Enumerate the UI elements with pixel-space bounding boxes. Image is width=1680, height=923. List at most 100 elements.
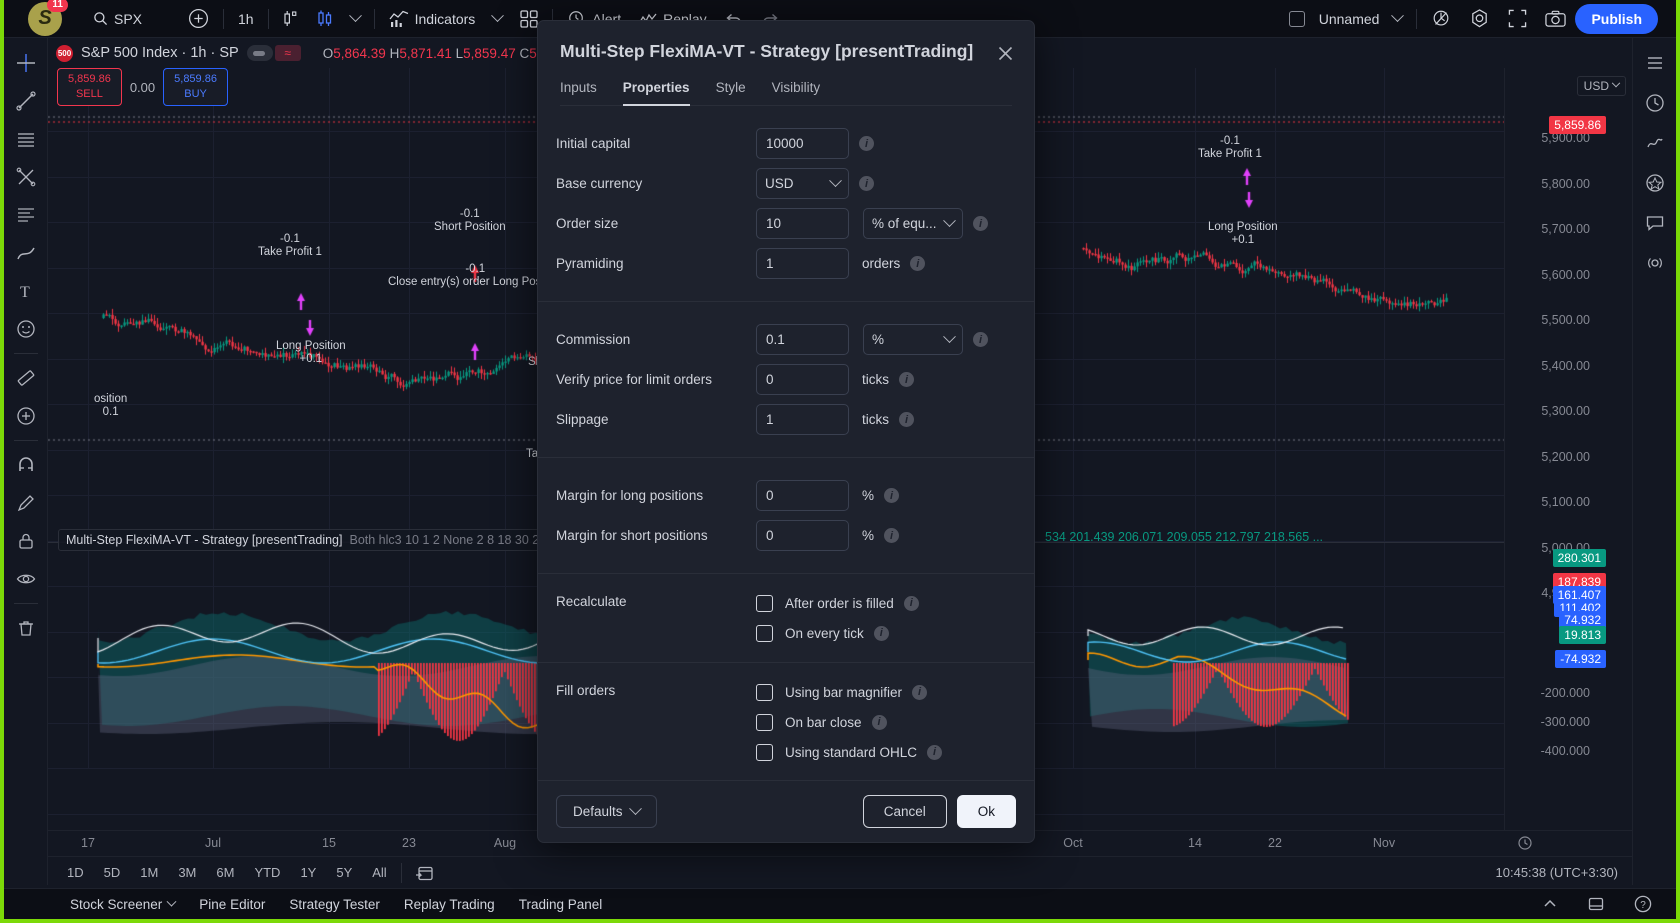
info-icon[interactable]: i [871, 714, 887, 730]
fill-orders-option[interactable]: Using standard OHLC i [756, 737, 943, 767]
bottom-item-strategy-tester[interactable]: Strategy Tester [279, 893, 390, 916]
info-icon[interactable]: i [973, 216, 988, 231]
info-icon[interactable]: i [899, 372, 914, 387]
sync-icon[interactable]: ≈ [274, 45, 301, 61]
info-icon[interactable]: i [873, 625, 889, 641]
timeframe-ytd[interactable]: YTD [254, 865, 281, 880]
horizontal-lines-tool[interactable] [9, 122, 43, 156]
trend-line-tool[interactable] [9, 84, 43, 118]
collapse-panel-button[interactable] [1532, 892, 1568, 916]
dialog-tab-visibility[interactable]: Visibility [771, 80, 821, 95]
sell-button[interactable]: 5,859.86 SELL [57, 68, 122, 106]
hide-drawings-tool[interactable] [9, 562, 43, 596]
currency-selector[interactable]: USD [1576, 76, 1626, 96]
pyramiding-input[interactable] [756, 248, 849, 279]
margin-long-input[interactable] [756, 480, 849, 511]
order-size-unit-select[interactable]: % of equ... [863, 208, 963, 239]
initial-capital-input[interactable] [756, 128, 849, 159]
info-icon[interactable]: i [910, 256, 926, 271]
snapshot-button[interactable] [1536, 4, 1575, 34]
info-icon[interactable]: i [884, 528, 900, 543]
symbol-search[interactable]: SPX [84, 4, 151, 34]
recalculate-option[interactable]: After order is filled i [756, 588, 919, 618]
info-icon[interactable]: i [899, 412, 914, 427]
buy-button[interactable]: 5,859.86 BUY [163, 68, 228, 106]
timeframe-all[interactable]: All [372, 865, 387, 880]
magnet-tool[interactable] [9, 448, 43, 482]
chat-button[interactable] [1638, 206, 1672, 240]
measure-tool[interactable] [9, 361, 43, 395]
margin-short-input[interactable] [756, 520, 849, 551]
cancel-button[interactable]: Cancel [862, 795, 947, 829]
bottom-item-trading-panel[interactable]: Trading Panel [509, 893, 613, 916]
panel-layout-button[interactable] [1578, 892, 1614, 916]
info-icon[interactable]: i [859, 136, 874, 151]
text-tool[interactable]: T [9, 274, 43, 308]
indicators-dropdown[interactable] [484, 4, 511, 34]
close-icon[interactable] [992, 40, 1018, 66]
symbol-title[interactable]: S&P 500 Index · 1h · SP [81, 45, 239, 61]
price-axis[interactable]: USD 5,900.00 5,800.00 5,700.00 5,600.00 5,50… [1504, 68, 1632, 830]
indicators-button[interactable]: Indicators [380, 4, 485, 34]
data-window-button[interactable] [1638, 126, 1672, 160]
dialog-tab-inputs[interactable]: Inputs [560, 80, 597, 95]
timeframe-5y[interactable]: 5Y [336, 865, 353, 880]
drawing-mode-tool[interactable] [9, 486, 43, 520]
fullscreen-button[interactable] [1499, 4, 1536, 34]
ideas-stream-button[interactable] [1638, 246, 1672, 280]
add-symbol-button[interactable] [179, 4, 218, 34]
interval-button[interactable]: 1h [229, 4, 263, 34]
info-icon[interactable]: i [884, 488, 900, 503]
chart-type-selected-button[interactable] [308, 4, 342, 34]
base-currency-select[interactable]: USD [756, 168, 849, 199]
hotlist-button[interactable] [1638, 166, 1672, 200]
remove-drawings-tool[interactable] [9, 611, 43, 645]
timeframe-1y[interactable]: 1Y [300, 865, 317, 880]
watchlist-icon-button[interactable] [1638, 46, 1672, 80]
info-icon[interactable]: i [859, 176, 874, 191]
ok-button[interactable]: Ok [956, 795, 1016, 829]
verify-price-input[interactable] [756, 364, 849, 395]
brush-tool[interactable] [9, 236, 43, 270]
defaults-button[interactable]: Defaults [556, 795, 657, 829]
bottom-item-pine-editor[interactable]: Pine Editor [189, 893, 275, 916]
commission-input[interactable] [756, 324, 849, 355]
quick-search-button[interactable] [1422, 4, 1460, 34]
info-icon[interactable]: i [927, 744, 943, 760]
chart-type-candles-button[interactable] [274, 4, 308, 34]
toggle-switch-icon[interactable] [246, 45, 273, 61]
date-range-picker-button[interactable] [407, 861, 443, 885]
timeframe-1m[interactable]: 1M [140, 865, 159, 880]
info-icon[interactable]: i [973, 332, 988, 347]
help-button[interactable]: ? [1624, 891, 1662, 917]
checkbox[interactable] [756, 743, 773, 761]
app-logo[interactable]: S 11 [28, 0, 68, 36]
fib-retracement-tool[interactable] [9, 198, 43, 232]
timeframe-3m[interactable]: 3M [178, 865, 197, 880]
lock-drawings-tool[interactable] [9, 524, 43, 558]
timeframe-5d[interactable]: 5D [103, 865, 121, 880]
notification-badge[interactable]: 11 [47, 0, 68, 12]
emoji-tool[interactable] [9, 312, 43, 346]
layout-name-button[interactable]: Unnamed [1280, 4, 1412, 34]
info-icon[interactable]: i [912, 684, 928, 700]
dialog-tab-properties[interactable]: Properties [622, 80, 690, 106]
pitchfork-tool[interactable] [9, 160, 43, 194]
dialog-tab-style[interactable]: Style [715, 80, 746, 95]
checkbox[interactable] [756, 713, 773, 731]
chart-type-dropdown[interactable] [342, 4, 369, 34]
alerts-panel-button[interactable] [1638, 86, 1672, 120]
fill-orders-option[interactable]: Using bar magnifier i [756, 677, 942, 707]
info-icon[interactable]: i [903, 595, 919, 611]
settings-button[interactable] [1460, 4, 1499, 34]
checkbox[interactable] [756, 683, 773, 701]
slippage-input[interactable] [756, 404, 849, 435]
timeframe-6m[interactable]: 6M [216, 865, 235, 880]
commission-unit-select[interactable]: % [863, 324, 963, 355]
symbol-toggles[interactable]: ≈ [246, 45, 301, 61]
chart-clock[interactable]: 10:45:38 (UTC+3:30) [1495, 865, 1618, 880]
publish-button[interactable]: Publish [1575, 3, 1658, 34]
recalculate-option[interactable]: On every tick i [756, 618, 919, 648]
zoom-in-tool[interactable] [9, 399, 43, 433]
bottom-item-replay-trading[interactable]: Replay Trading [394, 893, 505, 916]
